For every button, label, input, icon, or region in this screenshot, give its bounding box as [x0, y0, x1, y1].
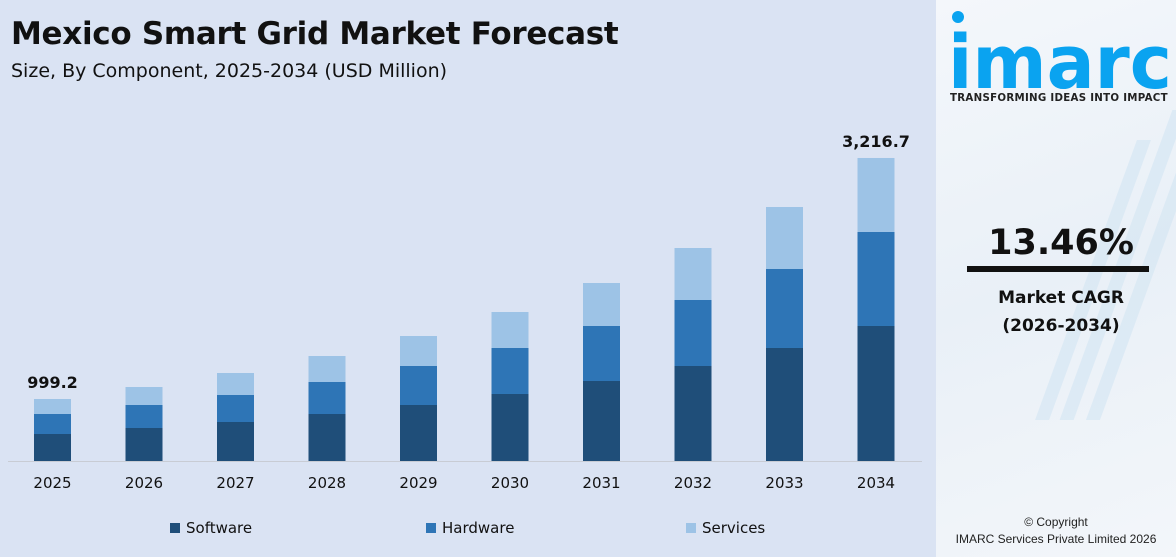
bar-segment-software-2032 — [674, 366, 712, 461]
x-tick-label: 2025 — [33, 474, 71, 492]
bar-segment-software-2028 — [308, 414, 346, 461]
bar-segment-services-2029 — [400, 336, 437, 367]
legend-swatch — [426, 523, 436, 533]
bar-segment-services-2033 — [766, 206, 803, 269]
x-tick-label: 2028 — [308, 474, 346, 492]
x-tick-label: 2031 — [582, 474, 620, 492]
bar-segment-software-2029 — [400, 405, 437, 461]
bar-segment-software-2031 — [583, 380, 620, 461]
x-tick-label: 2027 — [216, 474, 254, 492]
bar-segment-hardware-2028 — [308, 382, 346, 415]
bar-segment-hardware-2032 — [674, 300, 712, 367]
bar-segment-services-2027 — [217, 372, 254, 395]
legend-item-software: Software — [170, 519, 252, 537]
bar-segment-services-2028 — [308, 356, 346, 383]
bar-segment-services-2025 — [34, 398, 71, 415]
x-tick-label: 2032 — [674, 474, 712, 492]
bar-segment-software-2033 — [766, 347, 803, 461]
bar-segment-hardware-2034 — [857, 231, 895, 326]
legend-swatch — [686, 523, 696, 533]
x-tick-label: 2034 — [857, 474, 895, 492]
cagr-label-block: Market CAGR (2026-2034) — [936, 284, 1176, 340]
x-tick-label: 2026 — [125, 474, 163, 492]
legend-item-services: Services — [686, 519, 765, 537]
data-label: 999.2 — [27, 373, 78, 392]
x-tick-label: 2030 — [491, 474, 529, 492]
bar-segment-hardware-2026 — [125, 404, 163, 429]
bar-segment-hardware-2025 — [34, 414, 71, 435]
cagr-divider — [967, 266, 1149, 272]
bar-segment-services-2032 — [674, 248, 712, 301]
bar-segment-hardware-2030 — [491, 347, 529, 394]
bar-segment-services-2026 — [125, 386, 163, 405]
cagr-value: 13.46% — [988, 223, 1134, 263]
bar-segment-services-2031 — [583, 282, 620, 326]
tagline: TRANSFORMING IDEAS INTO IMPACT — [950, 91, 1168, 104]
bar-segment-software-2034 — [857, 325, 895, 461]
chart-title: Mexico Smart Grid Market Forecast — [11, 16, 619, 52]
copyright: © Copyright — [1024, 515, 1088, 529]
legend-label: Hardware — [442, 519, 515, 537]
logo-text: imarc — [948, 20, 1172, 90]
bar-segment-software-2026 — [125, 428, 163, 461]
legend-label: Software — [186, 519, 253, 537]
cagr-period: (2026-2034) — [1002, 316, 1120, 336]
x-tick-label: 2033 — [765, 474, 803, 492]
bar-segment-hardware-2031 — [583, 325, 620, 381]
bar-segment-services-2034 — [857, 157, 895, 232]
bar-segment-software-2027 — [217, 422, 254, 461]
chart-subtitle: Size, By Component, 2025-2034 (USD Milli… — [11, 60, 448, 82]
bar-segment-software-2030 — [491, 393, 529, 461]
cagr-label: Market CAGR — [998, 288, 1124, 308]
bar-segment-software-2025 — [34, 434, 71, 461]
bar-segment-hardware-2033 — [766, 268, 803, 348]
stacked-bar-chart: 2025 999.2 2026 2027 2028 2029 2030 2031 2032 203… — [8, 132, 922, 492]
bar-segment-hardware-2029 — [400, 366, 437, 406]
company-name: IMARC Services Private Limited 2026 — [955, 532, 1157, 546]
copyright-block: © Copyright IMARC Services Private Limit… — [936, 514, 1176, 548]
data-label: 3,216.7 — [842, 132, 910, 151]
imarc-logo: imarc — [948, 11, 1172, 90]
legend-item-hardware: Hardware — [426, 519, 514, 537]
x-tick-label: 2029 — [399, 474, 437, 492]
side-panel: imarc TRANSFORMING IDEAS INTO IMPACT 13.… — [936, 0, 1176, 557]
legend-swatch — [170, 523, 180, 533]
legend-label: Services — [702, 519, 766, 537]
bar-segment-services-2030 — [491, 311, 529, 348]
bar-segment-hardware-2027 — [217, 394, 254, 423]
